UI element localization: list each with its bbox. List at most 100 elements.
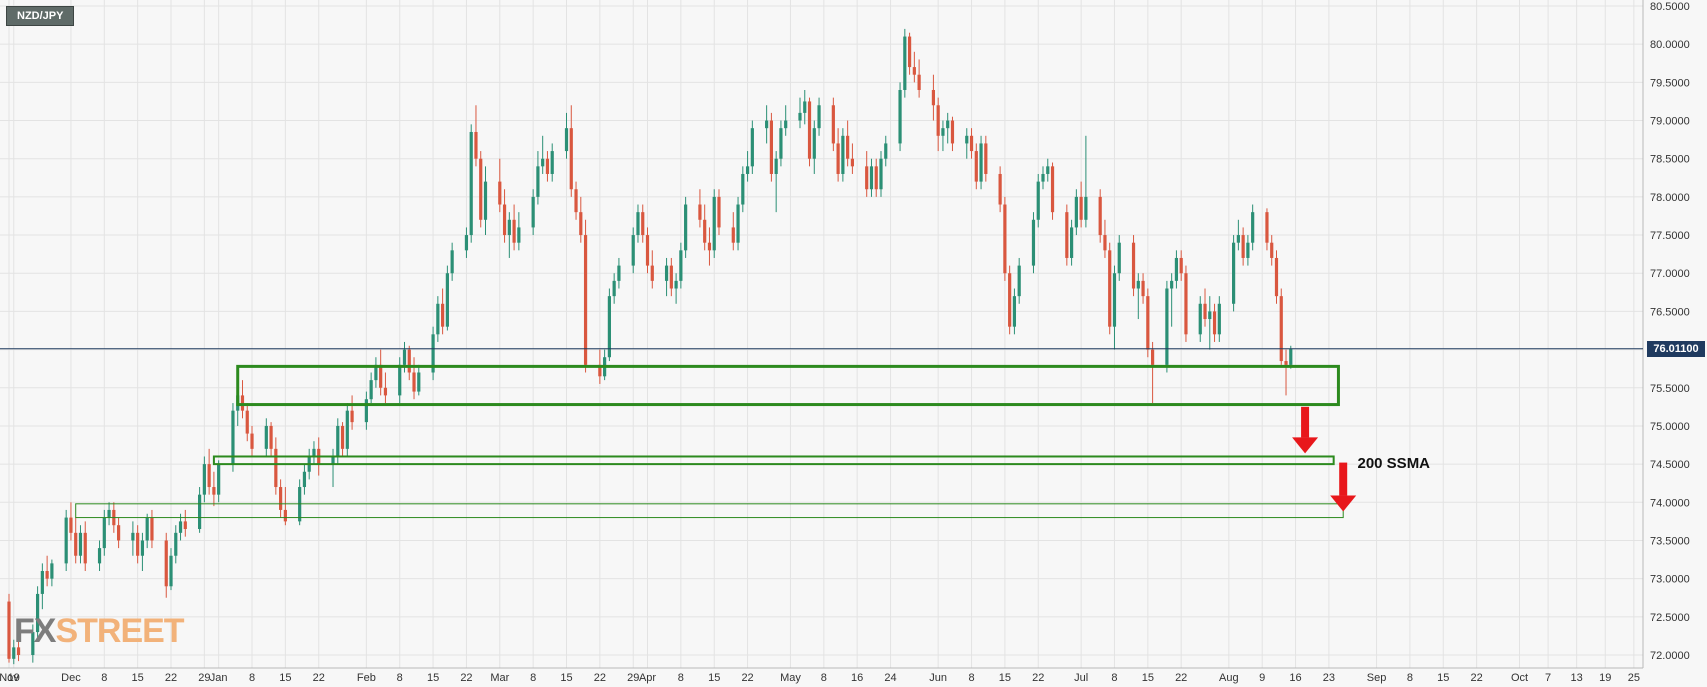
candle-body: [907, 36, 912, 68]
x-tick-label: 8: [968, 672, 974, 684]
x-tick-label: 15: [132, 672, 144, 684]
candle-body: [364, 399, 368, 423]
x-tick-label: Jul: [1074, 672, 1088, 684]
candle-body: [1117, 242, 1121, 274]
candle-body: [831, 105, 835, 144]
candle-body: [965, 135, 969, 144]
candle-body: [1212, 311, 1217, 335]
x-tick-label: 8: [249, 672, 255, 684]
candle-body: [1174, 257, 1179, 281]
candle-body: [784, 120, 788, 129]
candle-body: [74, 532, 78, 556]
candle-body: [169, 555, 173, 587]
candle-body: [850, 158, 855, 167]
symbol-badge[interactable]: NZD/JPY: [6, 6, 75, 26]
candle-body: [941, 128, 945, 136]
x-tick-label: May: [780, 672, 801, 684]
candle-body: [717, 196, 721, 228]
candle-body: [698, 204, 702, 220]
candle-body: [1184, 273, 1188, 335]
y-tick-label: 73.0000: [1650, 574, 1690, 586]
x-tick-label: 8: [821, 672, 827, 684]
candle-body: [779, 128, 783, 159]
candle-body: [1069, 227, 1074, 258]
x-tick-label: 16: [851, 672, 863, 684]
candle-body: [917, 74, 921, 90]
x-tick-label: 19: [8, 672, 20, 684]
down-arrow-icon-2: [1330, 495, 1357, 512]
candle-body: [12, 647, 16, 659]
candle-body: [1074, 196, 1078, 228]
candle-body: [336, 425, 340, 457]
candle-body: [498, 181, 502, 205]
candle-body: [1151, 349, 1155, 365]
candle-body: [97, 548, 102, 564]
candle-body: [774, 158, 778, 174]
candle-body: [884, 143, 888, 159]
candle-body: [78, 532, 83, 556]
x-tick-label: 22: [313, 672, 325, 684]
candle-body: [340, 425, 345, 449]
candle-body: [350, 410, 354, 423]
candle-body: [1289, 348, 1293, 365]
candle-body: [1008, 273, 1012, 327]
candle-body: [903, 36, 907, 90]
candle-body: [35, 593, 40, 633]
candle-body: [598, 364, 602, 377]
y-tick-label: 78.0000: [1650, 192, 1690, 204]
candle-body: [383, 387, 388, 396]
x-tick-label: 22: [594, 672, 606, 684]
x-tick-label: 15: [279, 672, 291, 684]
candle-body: [369, 380, 373, 400]
candle-body: [1146, 296, 1150, 350]
candle-body: [469, 131, 473, 236]
candle-body: [398, 364, 402, 396]
candle-body: [745, 166, 750, 174]
candle-body: [912, 67, 916, 75]
candle-body: [741, 173, 745, 205]
candle-body: [264, 425, 268, 449]
candle-body: [636, 212, 640, 236]
x-tick-label: 8: [678, 672, 684, 684]
candle-body: [874, 166, 878, 190]
fxstreet-watermark-logo: FXSTREET: [14, 612, 185, 651]
x-tick-label: 22: [1175, 672, 1187, 684]
x-tick-label: 15: [999, 672, 1011, 684]
candle-body: [712, 196, 716, 251]
candle-body: [1208, 311, 1212, 320]
x-tick-label: Sep: [1367, 672, 1387, 684]
y-tick-label: 80.0000: [1650, 39, 1690, 51]
candle-body: [1279, 296, 1283, 362]
candle-body: [817, 105, 821, 129]
candle-body: [116, 525, 121, 541]
x-tick-label: Aug: [1219, 672, 1239, 684]
candle-body: [569, 128, 573, 190]
support-zone-1: [236, 364, 1340, 407]
x-tick-label: Dec: [61, 672, 81, 684]
x-tick-label: Jan: [210, 672, 228, 684]
candle-body: [1165, 288, 1169, 365]
candle-body: [679, 250, 683, 281]
watermark-street: STREET: [55, 612, 184, 650]
candle-body: [1012, 296, 1017, 327]
candle-body: [331, 456, 335, 465]
y-tick-label: 78.5000: [1650, 154, 1690, 166]
candle-body: [583, 235, 588, 365]
candle-body: [312, 448, 316, 457]
candle-body: [198, 494, 202, 530]
candle-body: [574, 189, 578, 213]
candle-body: [136, 532, 140, 556]
candle-body: [1251, 212, 1255, 243]
x-tick-label: 25: [1628, 672, 1640, 684]
candle-body: [436, 303, 440, 335]
y-tick-label: 72.5000: [1650, 612, 1690, 624]
x-tick-label: 23: [1323, 672, 1335, 684]
candle-body: [936, 105, 940, 136]
candle-body: [183, 521, 187, 530]
candle-body: [402, 349, 407, 365]
x-tick-label: Apr: [639, 672, 656, 684]
candle-body: [274, 448, 278, 488]
candle-body: [879, 158, 883, 190]
candle-body: [984, 143, 988, 174]
x-tick-label: 22: [741, 672, 753, 684]
